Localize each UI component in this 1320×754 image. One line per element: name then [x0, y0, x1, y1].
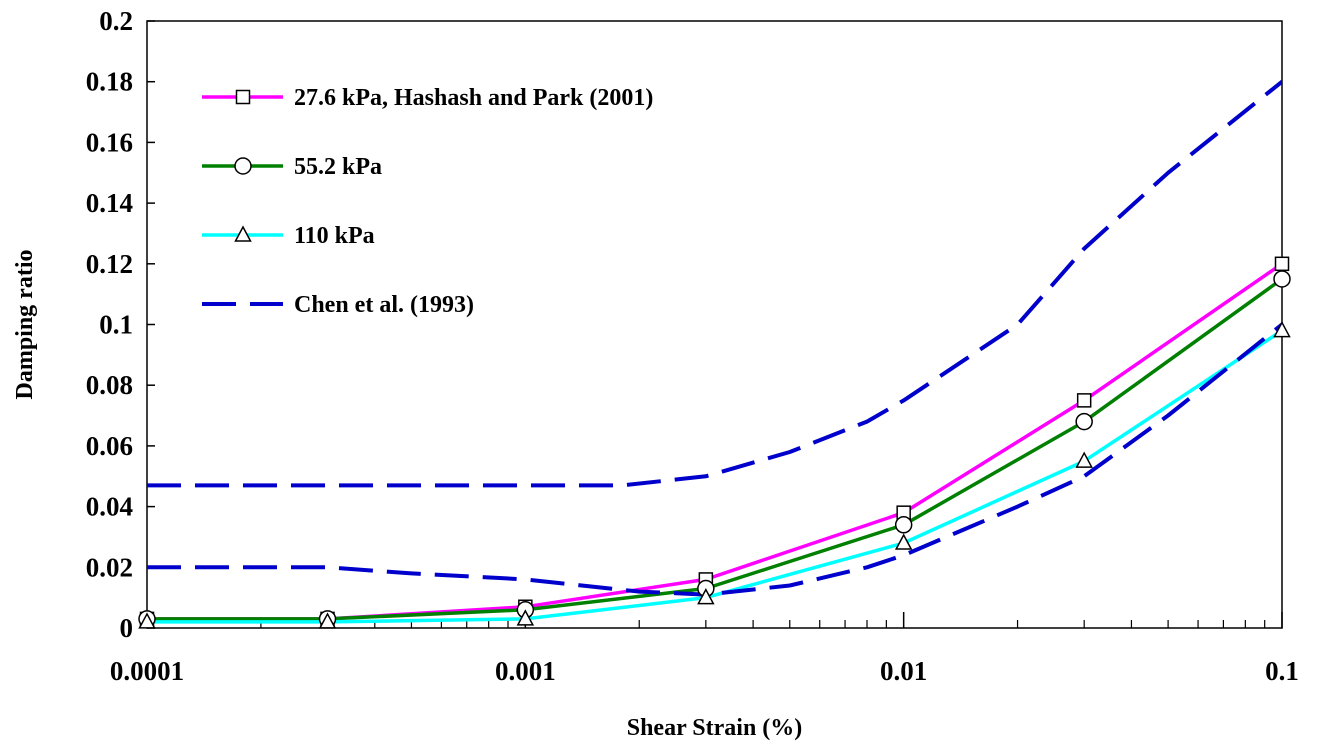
- x-axis-title: Shear Strain (%): [627, 715, 803, 741]
- y-axis-title: Damping ratio: [12, 250, 38, 400]
- legend-label: 110 kPa: [294, 223, 375, 249]
- data-point-triangle: [318, 612, 337, 629]
- legend-item-110-kpa: 110 kPa: [202, 223, 375, 249]
- series-line-chen-et-al-1993-3: [147, 79, 1282, 488]
- data-point-triangle: [516, 609, 535, 626]
- x-tick-label: 0.0001: [110, 656, 184, 686]
- plot-area: [146, 20, 1283, 629]
- legend-label: 55.2 kPa: [294, 154, 382, 180]
- legend-item-27-6-kpa-hashash-and-park-2001: 27.6 kPa, Hashash and Park (2001): [202, 85, 653, 111]
- x-tick-label: 0.01: [880, 656, 927, 686]
- legend-item-chen-et-al-1993: Chen et al. (1993): [202, 292, 474, 318]
- series-markers: [138, 256, 1291, 629]
- x-tick-label: 0.1: [1265, 656, 1299, 686]
- y-tick-label: 0.08: [86, 370, 133, 400]
- y-tick-label: 0.12: [86, 249, 133, 279]
- legend-marker-triangle: [234, 225, 252, 242]
- data-point-circle: [1075, 412, 1093, 431]
- legend-marker-square: [235, 89, 251, 105]
- data-point-triangle: [138, 612, 156, 629]
- data-point-triangle: [894, 533, 913, 550]
- data-point-triangle: [1075, 451, 1093, 468]
- tick-labels: 0 0.02 0.04 0.06 0.08 0.1 0.12 0.14 0.16 0.18 0.2 0…: [86, 6, 1299, 686]
- legend-marker-circle: [234, 157, 252, 175]
- data-point-square: [1274, 256, 1290, 272]
- legend-label: 27.6 kPa, Hashash and Park (2001): [294, 85, 653, 111]
- legend-item-55-2-kpa: 55.2 kPa: [202, 154, 382, 180]
- data-point-circle: [1273, 270, 1291, 288]
- data-point-triangle: [697, 588, 715, 605]
- y-tick-label: 0.04: [86, 492, 133, 522]
- y-tick-label: 0.2: [99, 6, 133, 36]
- data-point-triangle: [1273, 320, 1291, 338]
- data-point-circle: [894, 516, 913, 534]
- legend: 27.6 kPa, Hashash and Park (2001) 55.2 kP…: [202, 85, 653, 318]
- y-tick-label: 0.18: [86, 67, 133, 97]
- series-line-chen-lower-4: [147, 322, 1282, 597]
- y-tick-label: 0: [120, 613, 134, 643]
- data-point-square: [1076, 393, 1092, 408]
- legend-label: Chen et al. (1993): [294, 292, 474, 318]
- y-tick-label: 0.1: [99, 310, 133, 340]
- y-tick-label: 0.02: [86, 552, 133, 582]
- y-tick-label: 0.14: [86, 188, 133, 218]
- y-tick-label: 0.06: [86, 431, 133, 461]
- y-tick-label: 0.16: [86, 127, 133, 157]
- x-tick-label: 0.001: [495, 656, 556, 686]
